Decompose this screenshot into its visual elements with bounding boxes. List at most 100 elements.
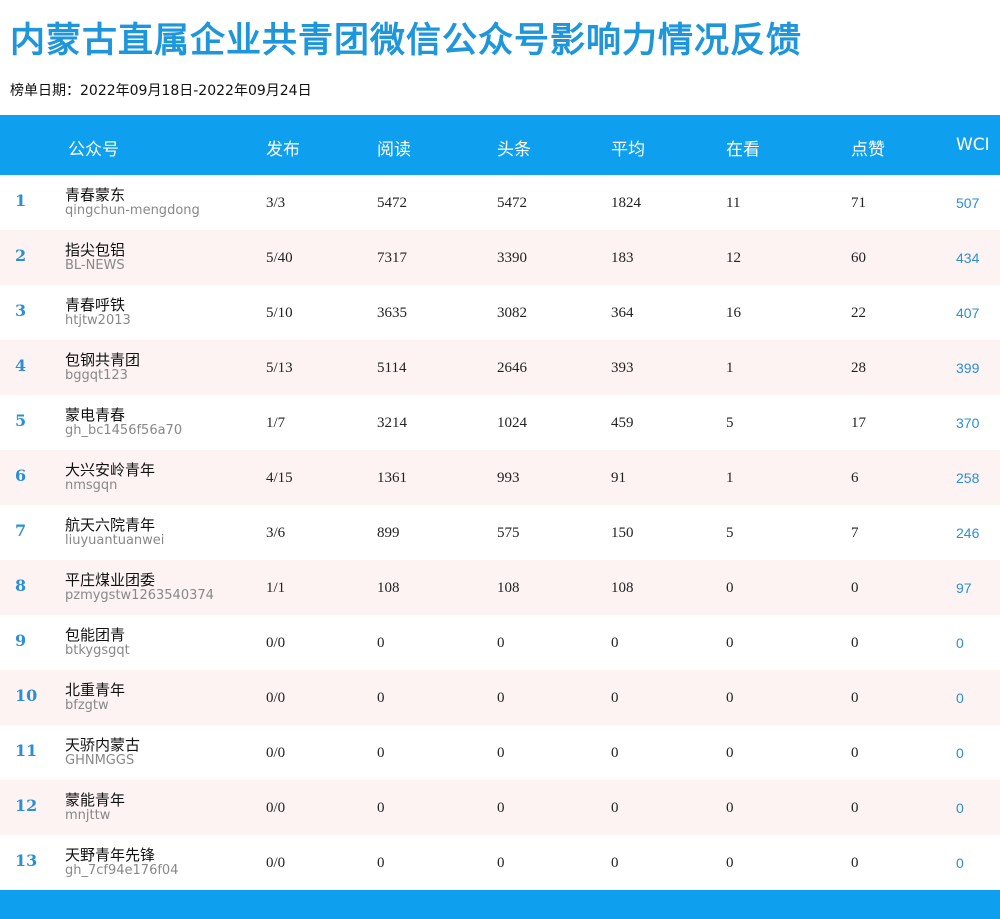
account-name: 大兴安岭青年 [65,461,156,479]
rank-number: 13 [15,851,38,870]
account-id: mnjttw [65,808,111,823]
likes-cell: 0 [851,635,859,651]
wci-value: 407 [956,305,980,321]
account-id: BL-NEWS [65,258,125,273]
headline-cell: 575 [497,525,520,541]
rank-number: 10 [15,686,38,705]
table-row: 3 青春呼铁 htjtw2013 5/10 3635 3082 364 16 22 407 [0,285,1000,340]
watching-cell: 1 [726,360,734,376]
table-row: 2 指尖包铝 BL-NEWS 5/40 7317 3390 183 12 60 434 [0,230,1000,285]
reads-cell: 0 [377,800,385,816]
average-cell: 0 [611,690,619,706]
account-name: 北重青年 [65,681,126,699]
table-row: 8 平庄煤业团委 pzmygstw1263540374 1/1 108 108 108 0 0 9… [0,560,1000,615]
headline-cell: 993 [497,470,520,486]
table-row: 6 大兴安岭青年 nmsgqn 4/15 1361 993 91 1 6 258 [0,450,1000,505]
reads-cell: 3635 [377,305,407,321]
posts-cell: 0/0 [266,690,286,706]
headline-cell: 0 [497,745,505,761]
table-row: 5 蒙电青春 gh_bc1456f56a70 1/7 3214 1024 459 5 17 370 [0,395,1000,450]
header-average: 平均 [611,140,645,160]
posts-cell: 4/15 [266,470,293,486]
headline-cell: 0 [497,690,505,706]
posts-cell: 3/3 [266,195,286,211]
headline-cell: 3082 [497,305,527,321]
table-row: 12 蒙能青年 mnjttw 0/0 0 0 0 0 0 0 [0,780,1000,835]
likes-cell: 0 [851,855,859,871]
watching-cell: 0 [726,745,734,761]
table-row: 11 天骄内蒙古 GHNMGGS 0/0 0 0 0 0 0 0 [0,725,1000,780]
rank-number: 8 [15,576,27,595]
rank-number: 3 [15,301,27,320]
likes-cell: 0 [851,580,859,596]
watching-cell: 0 [726,690,734,706]
account-id: GHNMGGS [65,753,135,768]
average-cell: 0 [611,745,619,761]
watching-cell: 5 [726,415,734,431]
likes-cell: 0 [851,745,859,761]
watching-cell: 11 [726,195,741,211]
average-cell: 91 [611,470,626,486]
headline-cell: 1024 [497,415,527,431]
reads-cell: 0 [377,855,385,871]
account-id: gh_bc1456f56a70 [65,423,183,438]
reads-cell: 899 [377,525,400,541]
header-account: 公众号 [68,140,119,160]
account-name: 天野青年先锋 [65,846,156,864]
likes-cell: 0 [851,800,859,816]
reads-cell: 0 [377,690,385,706]
watching-cell: 5 [726,525,734,541]
wci-value: 370 [956,415,980,431]
posts-cell: 5/10 [266,305,293,321]
rank-number: 11 [15,741,38,760]
watching-cell: 16 [726,305,741,321]
watching-cell: 0 [726,580,734,596]
account-id: qingchun-mengdong [65,203,200,218]
reads-cell: 5114 [377,360,407,376]
header-headline: 头条 [497,140,531,160]
rank-number: 9 [15,631,27,650]
reads-cell: 5472 [377,195,407,211]
likes-cell: 28 [851,360,866,376]
wci-value: 0 [956,690,964,706]
reads-cell: 7317 [377,250,407,266]
account-name: 青春呼铁 [65,296,126,314]
headline-cell: 0 [497,855,505,871]
rank-number: 2 [15,246,27,265]
headline-cell: 0 [497,800,505,816]
headline-cell: 3390 [497,250,527,266]
account-name: 天骄内蒙古 [65,736,141,754]
wci-value: 0 [956,745,964,761]
posts-cell: 0/0 [266,855,286,871]
header-reads: 阅读 [377,140,411,160]
table-row: 10 北重青年 bfzgtw 0/0 0 0 0 0 0 0 [0,670,1000,725]
posts-cell: 1/1 [266,580,286,596]
watching-cell: 1 [726,470,734,486]
table-row: 9 包能团青 btkygsgqt 0/0 0 0 0 0 0 0 [0,615,1000,670]
watching-cell: 0 [726,855,734,871]
average-cell: 150 [611,525,634,541]
average-cell: 0 [611,635,619,651]
wci-value: 0 [956,855,964,871]
likes-cell: 71 [851,195,866,211]
page-title: 内蒙古直属企业共青团微信公众号影响力情况反馈 [10,21,803,61]
table-header: 公众号 发布 阅读 头条 平均 在看 点赞 WCI [0,115,1000,175]
watching-cell: 12 [726,250,741,266]
account-name: 平庄煤业团委 [65,571,156,589]
header-posts: 发布 [266,140,300,160]
account-id: bfzgtw [65,698,109,713]
reads-cell: 1361 [377,470,407,486]
posts-cell: 5/40 [266,250,293,266]
likes-cell: 7 [851,525,859,541]
posts-cell: 0/0 [266,800,286,816]
average-cell: 0 [611,800,619,816]
headline-cell: 108 [497,580,520,596]
headline-cell: 2646 [497,360,527,376]
average-cell: 0 [611,855,619,871]
posts-cell: 1/7 [266,415,286,431]
average-cell: 459 [611,415,634,431]
rank-number: 4 [15,356,27,375]
posts-cell: 5/13 [266,360,293,376]
wci-value: 434 [956,250,980,266]
wci-value: 97 [956,580,972,596]
